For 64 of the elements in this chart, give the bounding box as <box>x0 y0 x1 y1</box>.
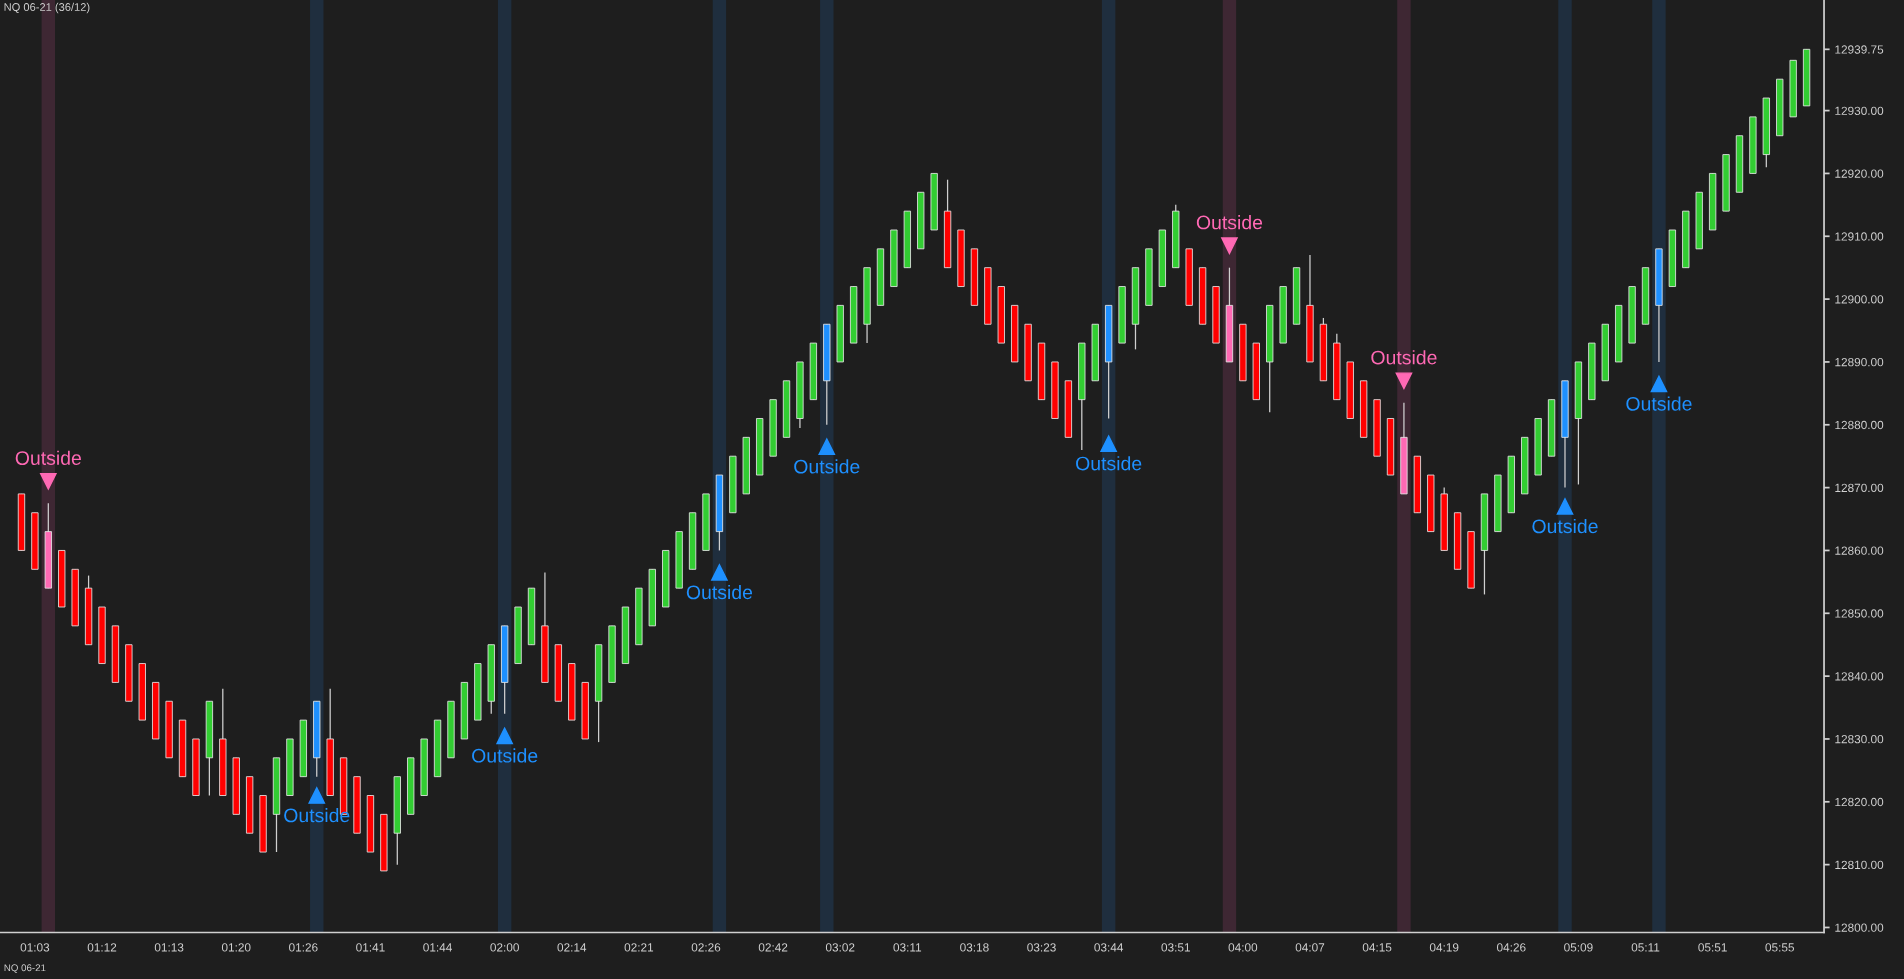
y-tick-label: 12930.00 <box>1835 106 1884 115</box>
point <box>39 472 57 490</box>
x-tick-label: 05:51 <box>1698 943 1727 952</box>
y-tick-label: 12920.00 <box>1835 169 1884 178</box>
y-tick-label: 12910.00 <box>1835 232 1884 241</box>
y-tick-label: 12939.75 <box>1835 45 1884 54</box>
text: NQ 06-21 <box>4 964 46 973</box>
data-label: Outside <box>284 808 350 823</box>
x-tick-label: 03:51 <box>1161 943 1190 952</box>
point <box>1221 237 1238 255</box>
x-tick-label: 04:26 <box>1496 943 1526 952</box>
data-label: Outside <box>686 584 753 600</box>
point <box>818 438 836 456</box>
x-tick-label: 03:44 <box>1094 943 1124 952</box>
x-tick-label: 04:19 <box>1429 943 1459 952</box>
y-tick-label: 12830.00 <box>1835 734 1884 744</box>
x-tick-label: 02:42 <box>758 943 788 952</box>
y-tick-label: 12900.00 <box>1835 295 1884 304</box>
x-tick-label: 05:11 <box>1631 943 1660 952</box>
x-tick-label: 02:26 <box>691 943 721 952</box>
point <box>308 787 326 804</box>
y-tick-label: 12880.00 <box>1835 420 1884 430</box>
x-tick-label: 04:15 <box>1362 943 1392 952</box>
x-tick-label: 03:02 <box>825 943 855 952</box>
x-tick-label: 01:13 <box>154 943 184 952</box>
x-tick-label: 04:00 <box>1228 943 1258 952</box>
y-tick-label: 12820.00 <box>1835 797 1884 807</box>
x-tick-label: 04:07 <box>1295 943 1325 952</box>
x-tick-label: 01:44 <box>423 943 452 952</box>
data-label: Outside <box>1076 456 1142 471</box>
point <box>1395 372 1413 390</box>
y-tick-label: 12870.00 <box>1835 483 1884 493</box>
point <box>1650 375 1668 393</box>
x-tick-label: 02:14 <box>557 943 587 952</box>
data-label: Outside <box>1626 396 1692 411</box>
x-tick-label: 02:00 <box>490 943 519 952</box>
x-tick-label: 05:09 <box>1564 943 1593 952</box>
point <box>1100 435 1117 452</box>
point <box>496 727 513 745</box>
x-tick-label: 03:23 <box>1027 943 1056 952</box>
chart-title: NQ 06-21 (36/12) <box>4 2 90 14</box>
data-label: Outside <box>1532 518 1598 534</box>
x-tick-label: 02:21 <box>624 943 654 952</box>
x-tick-label: 01:20 <box>221 943 251 952</box>
y-tick-label: 12860.00 <box>1835 546 1884 555</box>
x-tick-label: 05:55 <box>1765 943 1795 952</box>
point <box>711 564 728 581</box>
data-label: Outside <box>15 450 81 465</box>
y-tick-label: 12890.00 <box>1835 357 1884 367</box>
data-label: Outside <box>794 459 860 474</box>
x-tick-label: 01:03 <box>20 943 50 952</box>
y-tick-label: 12800.00 <box>1835 923 1884 932</box>
y-tick-label: 12850.00 <box>1835 609 1884 618</box>
x-tick-label: 01:12 <box>87 943 117 952</box>
x-tick-label: 01:26 <box>289 943 318 952</box>
y-tick-label: 12810.00 <box>1835 860 1884 870</box>
data-label: Outside <box>472 748 538 763</box>
point <box>1556 498 1574 515</box>
data-label: Outside <box>1371 350 1437 365</box>
x-tick-label: 03:11 <box>893 943 922 952</box>
x-tick-label: 03:18 <box>960 943 989 952</box>
y-tick-label: 12840.00 <box>1835 672 1884 681</box>
data-label: Outside <box>1196 215 1263 230</box>
x-tick-label: 01:41 <box>356 943 385 952</box>
